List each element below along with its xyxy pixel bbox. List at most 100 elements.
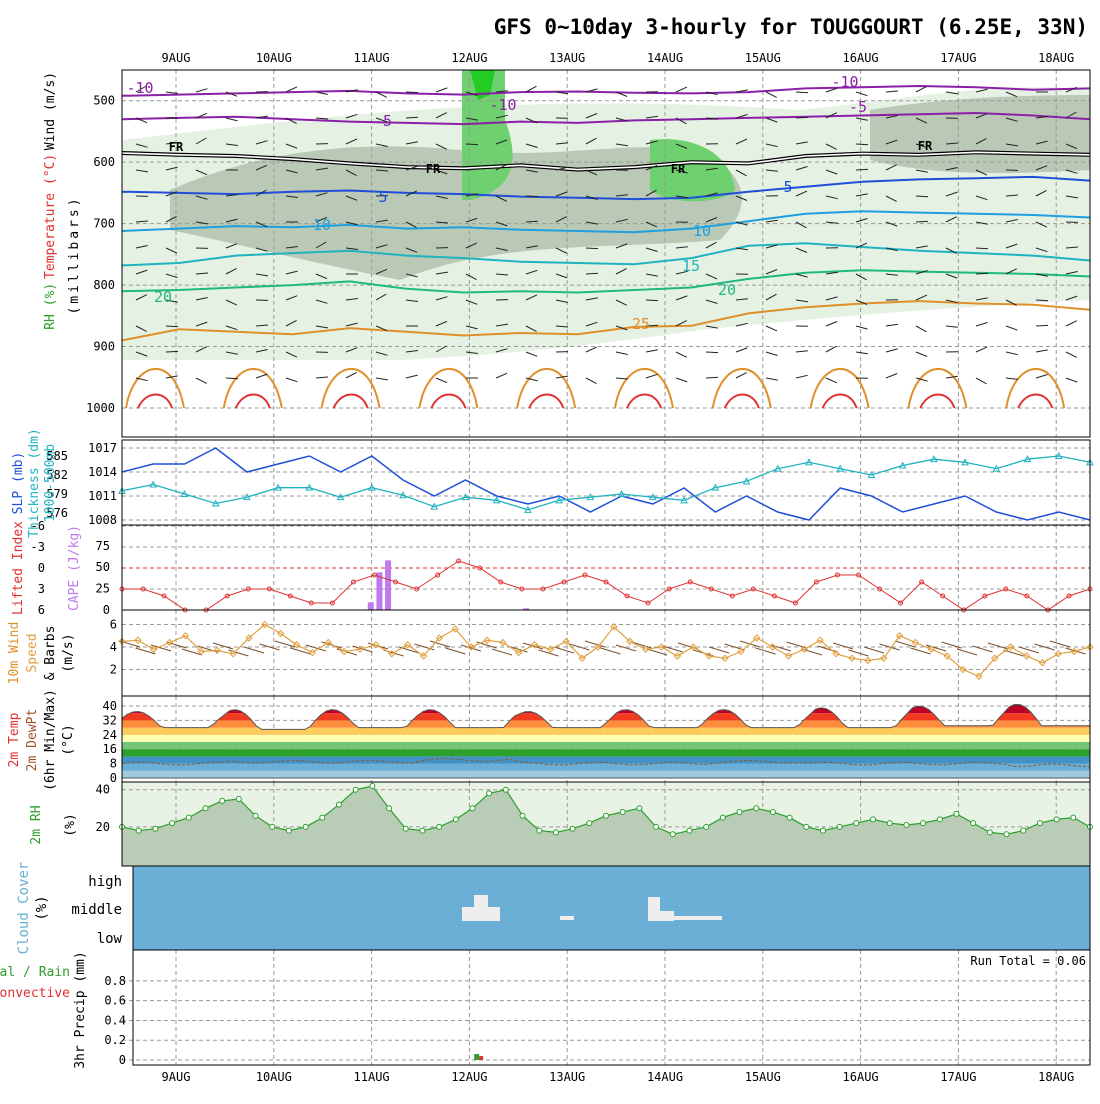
wind-barb xyxy=(166,351,178,352)
pressure-tick: 700 xyxy=(93,217,115,231)
speed-tick: 6 xyxy=(110,618,117,632)
date-label-top: 14AUG xyxy=(647,51,683,65)
wind-barb xyxy=(826,346,837,352)
rh-tick: 40 xyxy=(96,783,110,797)
axis-label-group: & Barbs xyxy=(43,626,58,681)
contour-label: 10 xyxy=(693,222,711,240)
surface-barb xyxy=(1050,641,1070,647)
date-label-top: 17AUG xyxy=(940,51,976,65)
cloud-background xyxy=(133,866,1090,950)
contour-label: FR xyxy=(426,162,441,176)
rh-marker xyxy=(1021,828,1026,833)
rh-marker xyxy=(704,824,709,829)
contour-label: FR xyxy=(671,162,686,176)
axis-label: 1000-500mb xyxy=(43,444,58,522)
wind-barb xyxy=(796,351,808,352)
wind-barb xyxy=(526,352,537,356)
axis-label: (6hr Min/Max) xyxy=(43,689,58,791)
surface-barb xyxy=(601,648,621,654)
precip-tick: 0.8 xyxy=(104,974,126,988)
axis-label-group: 2m Temp xyxy=(7,712,22,767)
axis-label: Wind (m/s) xyxy=(43,72,58,150)
li-tick: -3 xyxy=(31,540,45,554)
wind-barb xyxy=(226,118,238,121)
wind-barb xyxy=(1006,352,1018,355)
axis-label: RH (%) xyxy=(43,283,58,330)
date-label-bottom: 16AUG xyxy=(843,1070,879,1084)
rh-marker xyxy=(453,817,458,822)
rh-marker xyxy=(587,821,592,826)
surface-barb xyxy=(1035,644,1055,650)
axis-label-group: SLP (mb) xyxy=(11,452,26,515)
rh-marker xyxy=(437,824,442,829)
rh-marker xyxy=(153,826,158,831)
surface-barb xyxy=(492,649,512,655)
temp-band xyxy=(122,699,1090,706)
wind-barb xyxy=(646,350,658,352)
wind-barb xyxy=(916,221,928,222)
surface-barb xyxy=(988,643,1008,649)
axis-label: 2m RH xyxy=(29,805,44,844)
wind-barb xyxy=(406,92,418,93)
rh-marker xyxy=(637,806,642,811)
surface-barb xyxy=(291,648,311,654)
surface-barb xyxy=(756,648,776,654)
axis-label-group: 1000-500mb xyxy=(43,444,58,522)
temp-tick: 32 xyxy=(103,713,117,727)
wind-barb xyxy=(466,144,478,145)
axis-label-group: (%) xyxy=(34,895,50,920)
wind-barb xyxy=(796,92,808,93)
wind-barb xyxy=(856,169,868,170)
contour-label: 5 xyxy=(783,178,792,196)
slp-tick: 1011 xyxy=(88,489,117,503)
surface-barb xyxy=(911,648,931,654)
rh-tick: 20 xyxy=(96,820,110,834)
axis-label: & Barbs xyxy=(43,626,58,681)
pressure-tick: 500 xyxy=(93,94,115,108)
rh-marker xyxy=(837,824,842,829)
wind-barb xyxy=(946,326,958,327)
rh-marker xyxy=(737,810,742,815)
cloud-block xyxy=(560,916,574,920)
axis-label: (m/s) xyxy=(61,633,76,672)
rh-marker xyxy=(871,817,876,822)
rh-marker xyxy=(303,824,308,829)
rh-marker xyxy=(320,815,325,820)
rh-marker xyxy=(804,824,809,829)
wind-barb xyxy=(1066,352,1077,357)
date-label-top: 18AUG xyxy=(1038,51,1074,65)
rh-marker xyxy=(220,798,225,803)
wind-barb xyxy=(916,86,927,92)
axis-label: Cloud Cover xyxy=(16,862,32,955)
surface-barb xyxy=(647,649,667,655)
axis-label: (millibars) xyxy=(67,195,82,314)
pressure-tick: 800 xyxy=(93,278,115,292)
axis-label-group: 2m RH xyxy=(29,805,44,844)
rh-marker xyxy=(887,821,892,826)
li-tick: 0 xyxy=(38,561,45,575)
contour-label: 5 xyxy=(378,188,387,206)
rh-marker xyxy=(170,821,175,826)
wind-barb xyxy=(586,248,598,249)
speed-tick: 4 xyxy=(110,640,117,654)
cape-tick: 0 xyxy=(103,603,110,617)
axis-label: (%) xyxy=(34,895,50,920)
date-label-top: 11AUG xyxy=(354,51,390,65)
temp-band xyxy=(122,720,1090,727)
rh-marker xyxy=(270,824,275,829)
date-label-bottom: 15AUG xyxy=(745,1070,781,1084)
wind-barb xyxy=(766,92,777,97)
wind-barb xyxy=(976,323,988,327)
date-label-bottom: 9AUG xyxy=(162,1070,191,1084)
rh-marker xyxy=(687,828,692,833)
rh-marker xyxy=(620,810,625,815)
temp-tick: 8 xyxy=(110,757,117,771)
li-tick: -6 xyxy=(31,519,45,533)
wind-barb xyxy=(826,322,837,327)
wind-barb xyxy=(886,349,898,352)
cloud-block xyxy=(660,911,674,921)
temp-bands xyxy=(122,699,1090,778)
axis-label: SLP (mb) xyxy=(11,452,26,515)
pressure-tick: 900 xyxy=(93,340,115,354)
